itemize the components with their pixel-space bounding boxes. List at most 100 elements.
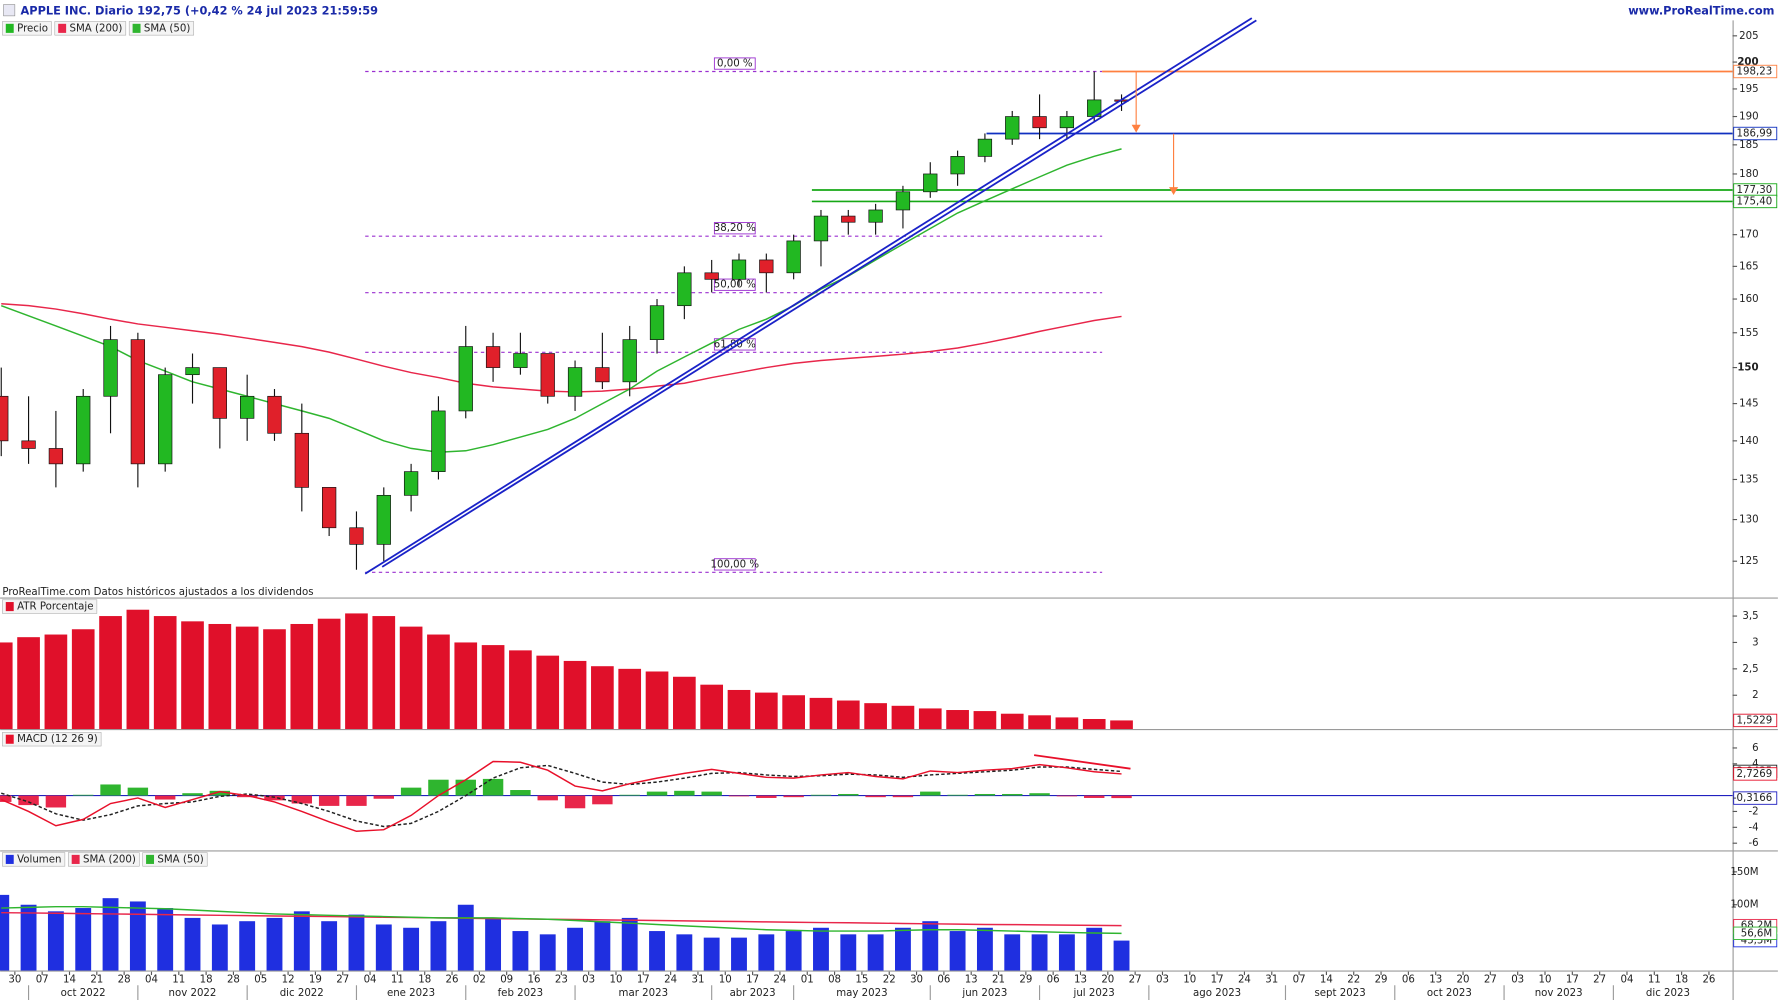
y-tick-label: 145	[1739, 399, 1758, 410]
value-box-label: 198,23	[1737, 67, 1773, 78]
y-tick-label: 160	[1739, 294, 1758, 305]
candle-body	[240, 395, 255, 419]
volume-bar	[676, 934, 693, 971]
volume-bar	[785, 931, 802, 971]
x-tick-label: 16	[528, 975, 541, 986]
trend-line	[364, 17, 1253, 575]
bar	[481, 645, 505, 730]
month-label: oct 2022	[61, 988, 106, 999]
x-tick-label: 19	[309, 975, 322, 986]
bar	[317, 618, 341, 730]
x-tick-label: 18	[1675, 975, 1688, 986]
legend-item: ATR Porcentaje	[2, 599, 98, 614]
volume-bar	[157, 908, 174, 971]
x-tick-label: 02	[473, 975, 486, 986]
month-label: feb 2023	[498, 988, 544, 999]
x-tick-label: 03	[1156, 975, 1169, 986]
volume-bar	[75, 908, 92, 971]
histogram-bar	[18, 795, 39, 806]
y-tick-label: -4	[1748, 822, 1758, 833]
x-tick-label: 13	[1074, 975, 1087, 986]
legend-box	[67, 852, 140, 867]
x-tick-label: 06	[1047, 975, 1060, 986]
volume-bar	[403, 927, 420, 971]
volume-sma-line	[1, 905, 1122, 935]
x-tick-label: 28	[118, 975, 131, 986]
bar	[782, 695, 805, 730]
signal-line	[1, 764, 1122, 828]
x-tick-label: 17	[1211, 975, 1224, 986]
bar	[864, 703, 887, 730]
legend-box	[54, 21, 127, 36]
legend-swatch	[5, 23, 14, 33]
bar	[727, 689, 751, 730]
candle-body	[76, 395, 91, 465]
plot: 1251301351401451501551601651701751801851…	[0, 20, 1778, 1000]
value-box-label: 68,2M	[1741, 921, 1772, 932]
candle-body	[185, 367, 200, 376]
legend-swatch	[5, 734, 14, 744]
legend-label: SMA (200)	[83, 854, 136, 865]
volume-bar	[375, 924, 392, 971]
legend-label: Precio	[17, 23, 48, 34]
candle-body	[403, 471, 419, 496]
candle-body	[376, 494, 391, 545]
macd-line	[0, 760, 1122, 833]
candle-body	[786, 240, 801, 274]
bar	[673, 676, 696, 730]
legend-label: SMA (50)	[157, 854, 203, 865]
histogram-bar	[1029, 793, 1050, 796]
legend-swatch	[5, 854, 14, 864]
histogram-bar	[1084, 795, 1105, 798]
histogram-bar	[619, 794, 640, 796]
candle-body	[458, 346, 473, 412]
candle-body	[895, 191, 911, 211]
x-tick-label: 27	[1484, 975, 1497, 986]
y-tick-label: 150M	[1730, 867, 1758, 878]
y-tick-label: 170	[1739, 230, 1758, 241]
x-tick-label: 24	[664, 975, 677, 986]
value-box	[1733, 791, 1778, 805]
x-tick-label: 07	[1293, 975, 1306, 986]
month-label: sept 2023	[1314, 988, 1365, 999]
x-tick-label: 11	[172, 975, 185, 986]
candle-body	[294, 432, 309, 488]
x-tick-label: 31	[1265, 975, 1278, 986]
x-tick-label: 26	[446, 975, 459, 986]
legend-swatch	[132, 23, 141, 33]
bar	[263, 629, 286, 730]
x-tick-label: 17	[1566, 975, 1579, 986]
volume-bar	[348, 914, 365, 971]
candle-body	[212, 367, 227, 419]
sma-line	[0, 148, 1122, 454]
x-tick-label: 13	[1429, 975, 1442, 986]
histogram-bar	[1056, 795, 1078, 797]
arrow-head	[1169, 187, 1179, 196]
x-tick-label: 29	[1019, 975, 1032, 986]
legend-swatch	[58, 23, 67, 33]
bar	[345, 613, 368, 730]
volume-bar	[1031, 934, 1048, 971]
x-tick-label: 06	[1402, 975, 1415, 986]
legend-box	[2, 732, 102, 747]
candle-body	[950, 156, 965, 175]
volume-bar	[0, 894, 10, 971]
y-tick-label: 150	[1737, 363, 1758, 374]
histogram-bar	[947, 794, 968, 796]
y-tick-label: 180	[1739, 169, 1758, 180]
histogram-bar	[537, 795, 558, 801]
legend-box	[2, 852, 66, 867]
x-tick-label: 04	[1620, 975, 1633, 986]
fib-label: 61,80 %	[714, 339, 756, 350]
candle-body	[0, 395, 9, 442]
x-tick-label: 01	[801, 975, 814, 986]
bar	[290, 623, 314, 730]
candle-body	[1005, 116, 1020, 140]
histogram-bar	[428, 779, 449, 796]
fib-label-box	[713, 338, 756, 351]
histogram-bar	[974, 793, 996, 796]
bar	[427, 634, 450, 730]
x-tick-label: 27	[1129, 975, 1142, 986]
legend-box	[2, 599, 98, 614]
histogram-bar	[646, 791, 668, 796]
